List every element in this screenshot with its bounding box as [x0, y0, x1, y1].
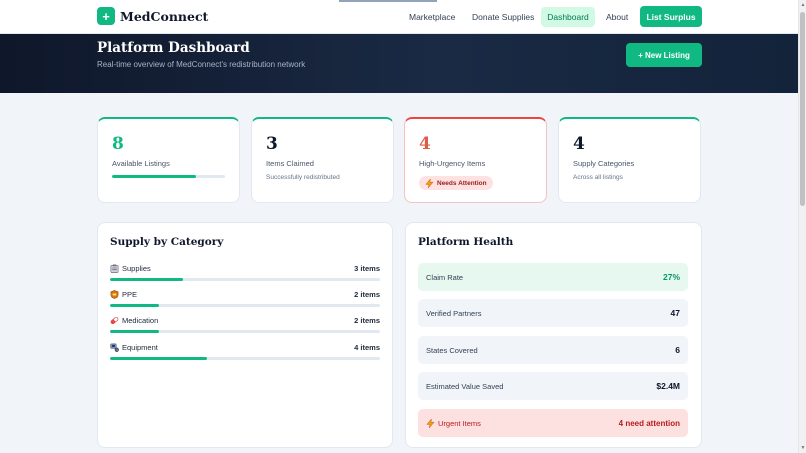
health-label: Urgent Items — [438, 418, 481, 428]
category-count: 4 items — [354, 343, 380, 352]
equipment-icon — [110, 343, 119, 352]
lightning-icon — [426, 418, 435, 428]
category-bar-fill — [110, 330, 159, 333]
stat-card-supply-categories: 4 Supply Categories Across all listings — [558, 117, 701, 203]
health-label: Verified Partners — [426, 308, 482, 318]
medical-cross-icon: + — [97, 7, 115, 25]
progress-bar — [112, 175, 225, 178]
dashboard-header: Platform Dashboard Real-time overview of… — [0, 34, 798, 93]
stat-card-items-claimed: 3 Items Claimed Successfully redistribut… — [251, 117, 394, 203]
platform-health-panel: Platform Health Claim Rate 27% Verified … — [405, 222, 702, 448]
category-label: Equipment — [122, 343, 158, 352]
stat-subtext: Successfully redistributed — [266, 174, 340, 181]
health-value: 6 — [675, 345, 680, 355]
category-label: Supplies — [122, 264, 151, 273]
category-label: PPE — [122, 290, 138, 299]
needs-attention-badge: Needs Attention — [419, 176, 493, 190]
stat-value: 8 — [112, 134, 124, 154]
stat-value: 3 — [266, 134, 278, 154]
health-label: States Covered — [426, 345, 478, 355]
stat-label: Supply Categories — [573, 159, 635, 168]
health-value: 47 — [670, 308, 680, 318]
health-row-claim-rate: Claim Rate 27% — [418, 263, 688, 291]
badge-label: Needs Attention — [437, 179, 487, 187]
health-label: Estimated Value Saved — [426, 381, 504, 391]
stat-subtext: Across all listings — [573, 174, 623, 181]
stat-value: 4 — [573, 134, 585, 154]
category-bar — [110, 357, 380, 360]
nav-link-dashboard[interactable]: Dashboard — [541, 7, 595, 27]
scroll-up-arrow-icon[interactable]: ▲ — [800, 2, 806, 8]
category-label: Medication — [122, 316, 159, 325]
stat-value: 4 — [419, 134, 431, 154]
clipboard-icon — [110, 264, 119, 273]
brand-name: MedConnect — [120, 8, 209, 24]
scroll-down-arrow-icon[interactable]: ▼ — [800, 445, 806, 451]
panel-title: Supply by Category — [110, 236, 224, 248]
category-row-medication: Medication 2 items — [110, 316, 380, 336]
scrollbar-thumb[interactable] — [800, 12, 805, 206]
brand-logo[interactable]: + MedConnect — [97, 7, 208, 25]
list-surplus-button[interactable]: List Surplus — [640, 6, 702, 27]
stat-card-high-urgency: 4 High-Urgency Items Needs Attention — [404, 117, 547, 203]
category-row-equipment: Equipment 4 items — [110, 343, 380, 363]
page-scrollbar[interactable]: ▲ ▼ — [798, 0, 806, 453]
stat-label: Available Listings — [112, 159, 170, 168]
nav-link-about[interactable]: About — [606, 12, 629, 22]
lightning-icon — [425, 178, 434, 188]
loading-indicator — [339, 0, 437, 2]
health-row-states-covered: States Covered 6 — [418, 336, 688, 364]
category-bar — [110, 330, 380, 333]
category-bar — [110, 304, 380, 307]
progress-bar-fill — [112, 175, 196, 178]
health-row-urgent-items[interactable]: Urgent Items 4 need attention — [418, 409, 688, 437]
health-row-verified-partners: Verified Partners 47 — [418, 299, 688, 327]
stat-label: High-Urgency Items — [419, 159, 486, 168]
category-bar-fill — [110, 304, 159, 307]
stat-card-available-listings: 8 Available Listings — [97, 117, 240, 203]
category-count: 2 items — [354, 316, 380, 325]
shield-icon — [110, 290, 119, 299]
pill-icon — [110, 316, 119, 325]
health-value: $2.4M — [656, 381, 680, 391]
nav-link-marketplace[interactable]: Marketplace — [409, 12, 456, 22]
health-value: 27% — [662, 272, 680, 282]
page-title: Platform Dashboard — [97, 40, 250, 56]
category-row-supplies: Supplies 3 items — [110, 264, 380, 284]
top-navbar: + MedConnect Marketplace Donate Supplies… — [0, 0, 798, 34]
category-count: 3 items — [354, 264, 380, 273]
health-label: Claim Rate — [426, 272, 464, 282]
new-listing-button[interactable]: + New Listing — [626, 43, 702, 67]
category-count: 2 items — [354, 290, 380, 299]
health-row-estimated-value-saved: Estimated Value Saved $2.4M — [418, 372, 688, 400]
category-bar-fill — [110, 357, 208, 360]
nav-link-donate-supplies[interactable]: Donate Supplies — [472, 12, 535, 22]
health-value: 4 need attention — [618, 418, 680, 428]
category-bar — [110, 278, 380, 281]
supply-by-category-panel: Supply by Category Supplies 3 items PPE … — [97, 222, 393, 448]
category-bar-fill — [110, 278, 183, 281]
stat-label: Items Claimed — [266, 159, 314, 168]
panel-title: Platform Health — [418, 236, 514, 248]
page-subtitle: Real-time overview of MedConnect's redis… — [97, 60, 306, 69]
category-row-ppe: PPE 2 items — [110, 290, 380, 310]
